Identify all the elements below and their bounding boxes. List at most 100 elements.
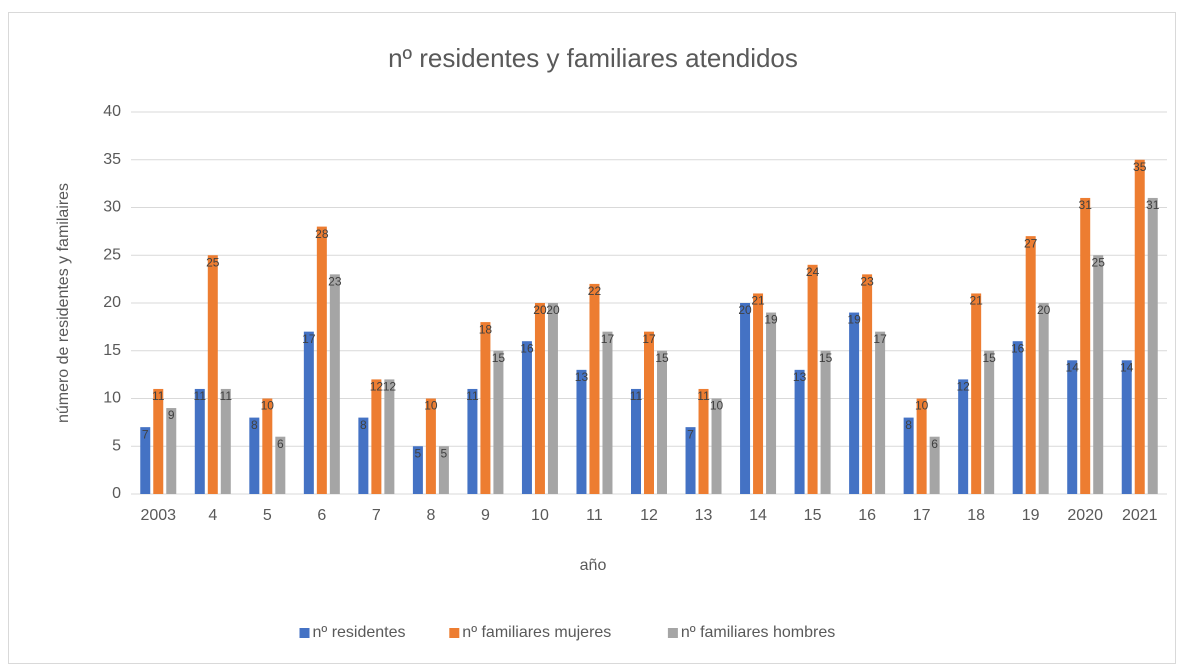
bar bbox=[766, 312, 777, 494]
data-label: 16 bbox=[520, 341, 534, 355]
bar bbox=[711, 398, 722, 494]
data-label: 12 bbox=[370, 380, 384, 394]
data-label: 11 bbox=[194, 389, 207, 403]
x-tick-label: 2020 bbox=[1067, 507, 1103, 524]
data-label: 6 bbox=[277, 437, 284, 451]
bar bbox=[916, 398, 927, 494]
bar bbox=[958, 379, 969, 494]
bar bbox=[358, 417, 369, 494]
bar bbox=[631, 388, 641, 494]
bar bbox=[467, 388, 478, 494]
bar bbox=[262, 398, 273, 494]
bar bbox=[862, 274, 873, 494]
x-tick-label: 2021 bbox=[1122, 507, 1158, 524]
data-label: 12 bbox=[383, 380, 397, 394]
x-tick-label: 7 bbox=[372, 507, 381, 524]
bar bbox=[140, 427, 151, 494]
bar bbox=[984, 350, 995, 494]
x-tick-label: 6 bbox=[317, 507, 326, 524]
bar bbox=[740, 303, 751, 494]
bar bbox=[1025, 236, 1036, 494]
x-tick-label: 16 bbox=[858, 507, 876, 524]
legend-label: nº residentes bbox=[313, 624, 406, 641]
bar bbox=[480, 322, 491, 494]
bar bbox=[194, 388, 205, 494]
bar bbox=[425, 398, 436, 494]
x-axis-label: año bbox=[580, 557, 607, 574]
bar bbox=[1121, 360, 1132, 494]
legend-label: nº familiares hombres bbox=[681, 624, 835, 641]
data-label: 7 bbox=[142, 427, 149, 441]
bar bbox=[329, 274, 340, 494]
bar bbox=[1038, 303, 1049, 494]
x-tick-label: 12 bbox=[640, 507, 658, 524]
y-tick-label: 0 bbox=[112, 485, 121, 502]
y-tick-label: 40 bbox=[103, 103, 121, 120]
data-label: 28 bbox=[315, 227, 329, 241]
bar bbox=[1093, 255, 1104, 494]
bar bbox=[207, 255, 218, 494]
data-label: 21 bbox=[969, 294, 983, 308]
data-label: 11 bbox=[466, 389, 479, 403]
data-label: 10 bbox=[424, 399, 438, 413]
bar bbox=[1134, 159, 1145, 494]
data-label: 13 bbox=[793, 370, 807, 384]
bar bbox=[493, 350, 504, 494]
bar bbox=[820, 350, 831, 494]
x-tick-label: 13 bbox=[695, 507, 713, 524]
data-label: 11 bbox=[697, 389, 710, 403]
bar bbox=[166, 408, 177, 494]
data-label: 23 bbox=[328, 275, 342, 289]
data-label: 17 bbox=[642, 332, 656, 346]
data-label: 15 bbox=[982, 351, 996, 365]
x-tick-label: 14 bbox=[749, 507, 767, 524]
data-label: 23 bbox=[860, 275, 874, 289]
bar bbox=[303, 331, 314, 494]
data-label: 35 bbox=[1133, 160, 1147, 174]
x-tick-label: 19 bbox=[1022, 507, 1040, 524]
data-label: 10 bbox=[710, 399, 724, 413]
data-label: 14 bbox=[1120, 360, 1134, 374]
data-label: 14 bbox=[1066, 360, 1080, 374]
x-tick-label: 2003 bbox=[140, 507, 176, 524]
bar bbox=[576, 369, 587, 494]
bar bbox=[685, 427, 696, 494]
bar bbox=[589, 283, 600, 494]
data-label: 24 bbox=[806, 265, 820, 279]
y-tick-label: 5 bbox=[112, 437, 121, 454]
data-label: 5 bbox=[441, 446, 448, 460]
data-label: 31 bbox=[1079, 198, 1093, 212]
bar bbox=[547, 303, 558, 494]
bar bbox=[521, 341, 532, 494]
x-tick-label: 10 bbox=[531, 507, 549, 524]
data-label: 17 bbox=[873, 332, 887, 346]
bar bbox=[384, 379, 395, 494]
data-label: 20 bbox=[1037, 303, 1051, 317]
bar bbox=[534, 303, 545, 494]
y-axis-label: número de residentes y familaires bbox=[55, 183, 72, 423]
data-label: 18 bbox=[479, 322, 493, 336]
x-tick-label: 8 bbox=[426, 507, 435, 524]
data-label: 11 bbox=[220, 389, 233, 403]
y-tick-label: 35 bbox=[103, 151, 121, 168]
bar bbox=[971, 293, 982, 494]
data-label: 8 bbox=[251, 418, 258, 432]
data-label: 15 bbox=[655, 351, 669, 365]
chart-title: nº residentes y familiares atendidos bbox=[388, 43, 798, 73]
bar bbox=[903, 417, 914, 494]
data-label: 10 bbox=[261, 399, 275, 413]
legend-swatch bbox=[667, 628, 678, 638]
bar bbox=[220, 388, 231, 494]
bar bbox=[753, 293, 764, 494]
x-tick-label: 4 bbox=[208, 507, 217, 524]
bar bbox=[371, 379, 382, 494]
data-label: 8 bbox=[905, 418, 912, 432]
data-label: 25 bbox=[1092, 255, 1106, 269]
bar bbox=[275, 436, 286, 494]
data-label: 19 bbox=[764, 313, 778, 327]
data-label: 27 bbox=[1024, 236, 1038, 250]
data-label: 16 bbox=[1011, 341, 1025, 355]
bar bbox=[1067, 360, 1078, 494]
data-label: 21 bbox=[751, 294, 765, 308]
